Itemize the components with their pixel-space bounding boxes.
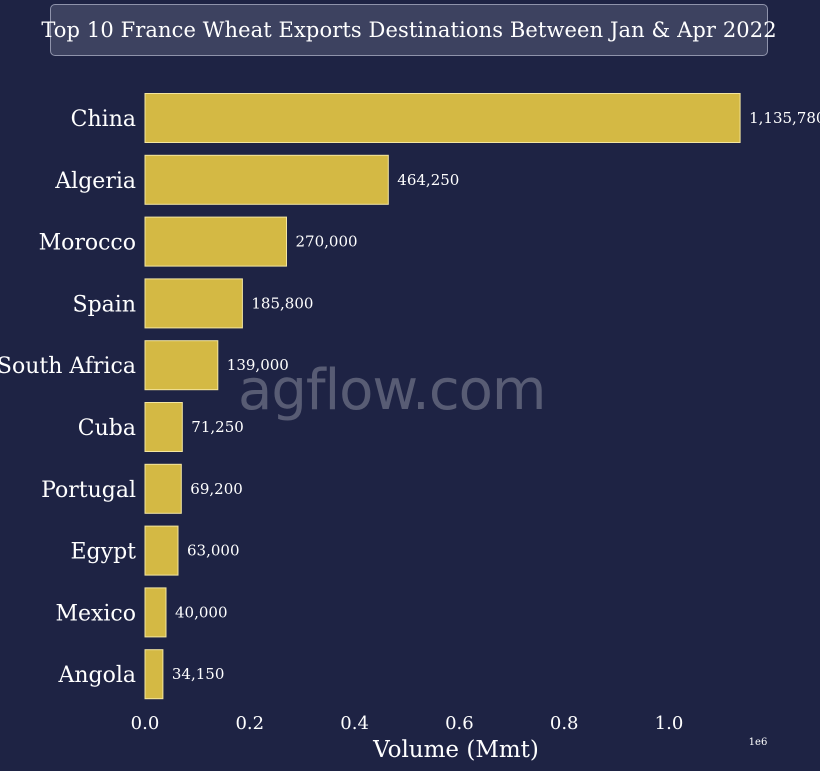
value-label: 270,000 [296,233,358,251]
category-label: Algeria [54,169,136,194]
bar-egypt [144,525,179,576]
x-tick-label: 0.6 [445,713,474,734]
bar-algeria [144,154,389,205]
value-label: 34,150 [172,665,225,683]
value-label: 139,000 [227,356,289,374]
category-label: South Africa [0,354,136,379]
x-tick-label: 0.0 [131,713,160,734]
x-tick-label: 0.2 [235,713,264,734]
bar-angola [144,649,164,700]
labels-group: China 1,135,780 Algeria 464,250 Morocco 270,0… [0,107,820,688]
category-label: Morocco [39,231,136,256]
x-ticks-group: 0.0 0.2 0.4 0.6 0.8 1.0 [131,713,684,734]
value-label: 63,000 [187,542,240,560]
bar-south-africa [144,340,219,391]
x-tick-label: 1.0 [655,713,684,734]
bar-cuba [144,402,183,452]
category-label: Egypt [71,540,137,565]
x-tick-label: 0.8 [550,713,579,734]
category-label: Angola [57,663,136,688]
category-label: China [71,107,136,132]
value-label: 464,250 [397,171,459,189]
x-axis-title: Volume (Mmt) [372,737,539,763]
value-label: 1,135,780 [749,109,820,127]
value-label: 69,200 [190,480,243,498]
bar-morocco [144,216,287,267]
axis-exponent-label: 1e6 [749,737,768,748]
value-label: 40,000 [175,603,228,621]
x-tick-label: 0.4 [340,713,369,734]
value-label: 185,800 [251,294,313,312]
bar-mexico [144,587,167,638]
bar-china [144,93,741,143]
bar-portugal [144,463,182,514]
category-label: Cuba [78,416,136,441]
category-label: Portugal [41,478,136,503]
category-label: Spain [73,292,136,317]
bars-group [144,93,741,700]
value-label: 71,250 [191,418,244,436]
chart-title: Top 10 France Wheat Exports Destinations… [41,4,777,56]
category-label: Mexico [55,601,136,626]
bar-spain [144,278,243,329]
